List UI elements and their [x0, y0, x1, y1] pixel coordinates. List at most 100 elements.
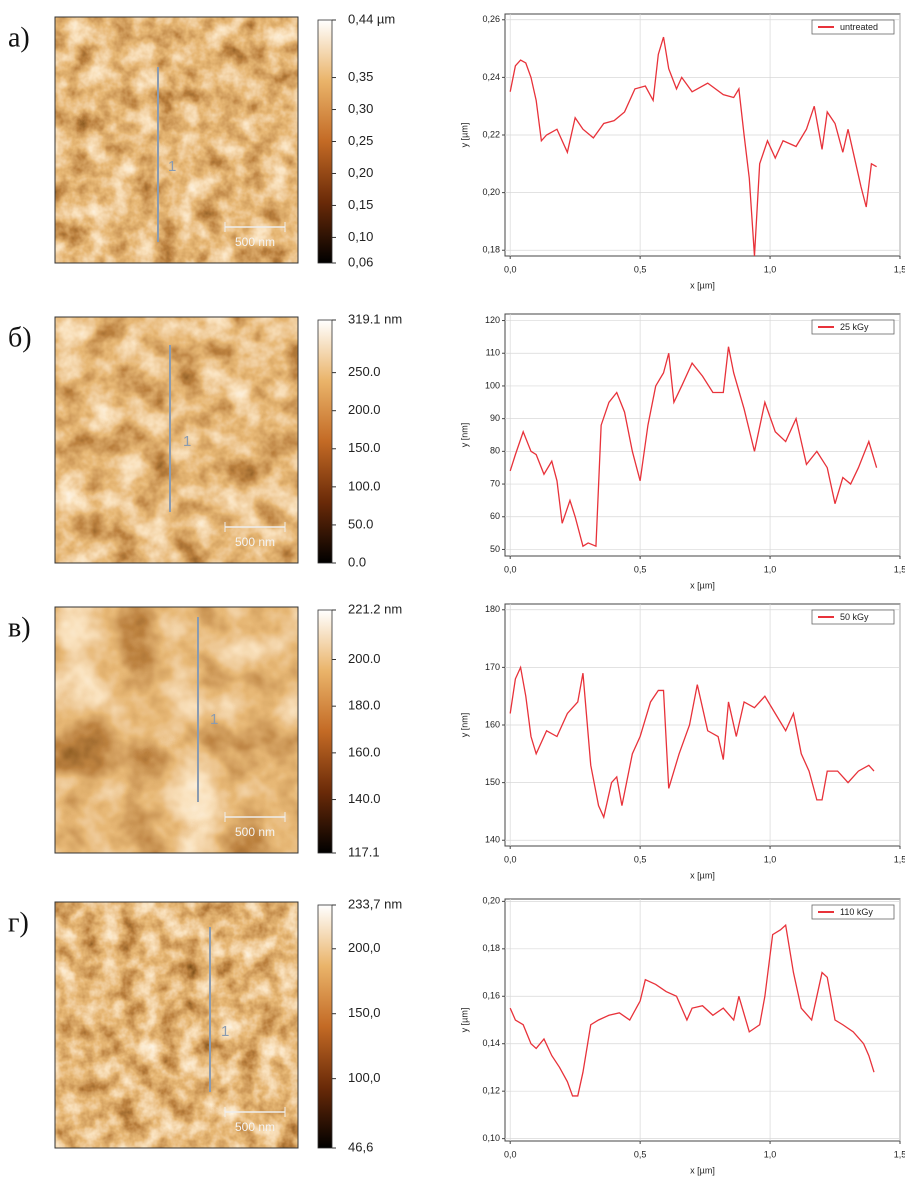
x-tick-label: 1,5 [894, 564, 905, 574]
scale-bar-label: 500 nm [235, 535, 275, 549]
x-tick-label: 0,5 [634, 854, 647, 864]
legend-label: untreated [840, 22, 878, 32]
colorbar-tick-label: 0,35 [348, 69, 373, 84]
plot-area [504, 313, 901, 557]
y-axis-label: y [µm] [459, 1008, 469, 1033]
colorbar-tick-label: 233,7 nm [348, 896, 402, 911]
afm-image [55, 902, 298, 1148]
legend-label: 110 kGy [840, 907, 873, 917]
colorbar-tick-label: 0,30 [348, 101, 373, 116]
colorbar-tick-label: 150.0 [348, 440, 381, 455]
x-tick-label: 0,0 [504, 264, 517, 274]
y-tick-label: 0,20 [482, 896, 500, 906]
y-tick-label: 180 [485, 604, 500, 614]
y-axis-label: y [nm] [459, 423, 469, 448]
colorbar-tick-label: 117.1 [348, 844, 380, 859]
legend-box [811, 609, 895, 625]
y-tick-label: 140 [485, 835, 500, 845]
legend-box [811, 904, 895, 920]
y-tick-label: 120 [485, 315, 500, 325]
y-tick-label: 170 [485, 662, 500, 672]
y-tick-label: 160 [485, 719, 500, 729]
colorbar [317, 609, 333, 854]
x-axis-label: x [µm] [690, 870, 715, 880]
legend-label: 50 kGy [840, 612, 869, 622]
data-line [509, 36, 877, 257]
x-tick-label: 0,0 [504, 1149, 517, 1159]
colorbar-tick-label: 250.0 [348, 364, 381, 379]
afm-image [55, 607, 298, 853]
afm-image [55, 317, 298, 563]
colorbar-tick-label: 0,15 [348, 197, 373, 212]
y-tick-label: 0,26 [482, 14, 500, 24]
legend-box [811, 319, 895, 335]
colorbar [317, 19, 333, 264]
colorbar [317, 904, 333, 1149]
y-tick-label: 0,10 [482, 1133, 500, 1143]
colorbar-tick-label: 0,10 [348, 229, 373, 244]
y-tick-label: 0,18 [482, 943, 500, 953]
colorbar-tick-label: 140.0 [348, 791, 381, 806]
profile-label: 1 [210, 711, 218, 728]
x-axis-label: x [µm] [690, 280, 715, 290]
x-tick-label: 1,0 [764, 264, 777, 274]
scale-bar-label: 500 nm [235, 825, 275, 839]
y-axis-label: y [nm] [459, 713, 469, 738]
y-tick-label: 60 [490, 511, 500, 521]
y-tick-label: 0,24 [482, 72, 500, 82]
colorbar [317, 319, 333, 564]
image-frame [54, 606, 299, 854]
x-tick-label: 1,0 [764, 1149, 777, 1159]
panel-letter: в) [8, 612, 31, 643]
x-tick-label: 1,0 [764, 564, 777, 574]
plot-area [504, 898, 901, 1142]
x-tick-label: 0,0 [504, 564, 517, 574]
y-tick-label: 0,14 [482, 1038, 500, 1048]
colorbar-tick-label: 160.0 [348, 744, 381, 759]
profile-label: 1 [183, 433, 191, 450]
colorbar-tick-label: 50.0 [348, 516, 373, 531]
colorbar-tick-label: 150,0 [348, 1005, 381, 1020]
y-tick-label: 0,20 [482, 187, 500, 197]
x-tick-label: 0,0 [504, 854, 517, 864]
x-tick-label: 0,5 [634, 264, 647, 274]
scale-bar-label: 500 nm [235, 1120, 275, 1134]
x-tick-label: 1,5 [894, 264, 905, 274]
y-tick-label: 50 [490, 544, 500, 554]
colorbar-tick-label: 180.0 [348, 698, 381, 713]
colorbar-tick-label: 0,20 [348, 165, 373, 180]
profile-label: 1 [221, 1023, 229, 1040]
data-line [509, 923, 875, 1097]
panel-letter: б) [8, 322, 32, 353]
y-tick-label: 0,18 [482, 245, 500, 255]
colorbar-tick-label: 221.2 nm [348, 601, 402, 616]
profile-label: 1 [168, 158, 176, 175]
data-line [509, 665, 875, 820]
x-tick-label: 1,5 [894, 1149, 905, 1159]
panel-letter: а) [8, 22, 30, 53]
y-tick-label: 150 [485, 777, 500, 787]
y-tick-label: 100 [485, 380, 500, 390]
image-frame [54, 16, 299, 264]
x-axis-label: x [µm] [690, 1165, 715, 1175]
image-frame [54, 316, 299, 564]
y-tick-label: 0,16 [482, 991, 500, 1001]
image-frame [54, 901, 299, 1149]
x-tick-label: 1,0 [764, 854, 777, 864]
x-tick-label: 0,5 [634, 564, 647, 574]
colorbar-tick-label: 200,0 [348, 940, 381, 955]
colorbar-tick-label: 319.1 nm [348, 311, 402, 326]
colorbar-tick-label: 0,44 µm [348, 11, 395, 26]
colorbar-tick-label: 100.0 [348, 478, 381, 493]
colorbar-tick-label: 200.0 [348, 651, 381, 666]
afm-image [55, 17, 298, 263]
colorbar-tick-label: 0,25 [348, 133, 373, 148]
panel-letter: г) [8, 907, 29, 938]
y-tick-label: 90 [490, 413, 500, 423]
x-tick-label: 1,5 [894, 854, 905, 864]
colorbar-tick-label: 200.0 [348, 402, 381, 417]
colorbar-tick-label: 0,06 [348, 254, 373, 269]
y-tick-label: 70 [490, 478, 500, 488]
colorbar-tick-label: 100,0 [348, 1070, 381, 1085]
